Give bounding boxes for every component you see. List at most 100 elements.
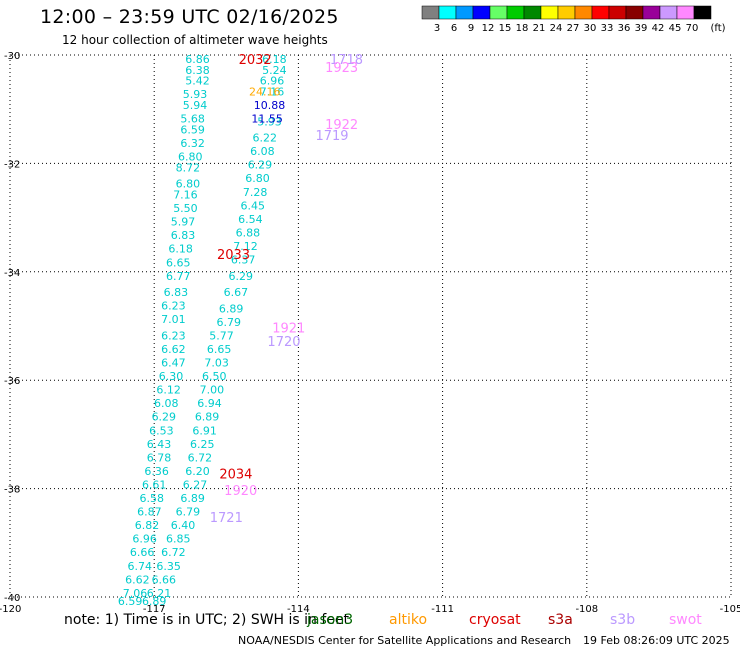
wave-height-point: 7.16 xyxy=(260,86,285,99)
wave-height-point: 6.08 xyxy=(154,397,179,410)
colorbar-swatch xyxy=(659,5,678,20)
wave-height-point: 6.94 xyxy=(197,397,222,410)
wave-height-point: 6.27 xyxy=(183,478,208,491)
wave-height-point: 7.12 xyxy=(233,240,258,253)
colorbar-swatch xyxy=(540,5,559,20)
colorbar-label: 18 xyxy=(516,23,529,34)
wave-height-point: 6.59 xyxy=(180,123,205,136)
satellite-legend-swot: swot xyxy=(669,612,702,628)
colorbar-swatch xyxy=(421,5,440,20)
colorbar-label: 36 xyxy=(618,23,631,34)
axis-ticks: -120 -117 -114 -111 -108 -105 -30 -32 -34 -36 -38 -… xyxy=(0,51,740,615)
wave-height-point: 6.78 xyxy=(147,451,172,464)
wave-height-point: 6.53 xyxy=(149,424,174,437)
wave-height-point: 6.12 xyxy=(156,384,181,397)
wave-height-point: 6.40 xyxy=(171,519,196,532)
x-tick-label: -111 xyxy=(431,604,454,615)
colorbar-label: 21 xyxy=(533,23,546,34)
wave-height-point: 6.89 xyxy=(219,302,244,315)
wave-height-point: 6.62 xyxy=(125,573,150,586)
wave-height-point: 6.72 xyxy=(188,451,213,464)
colorbar-swatch xyxy=(574,5,593,20)
wave-height-point: 5.68 xyxy=(180,113,205,126)
wave-height-point: 6.85 xyxy=(166,533,191,546)
footer-note: note: 1) Time is in UTC; 2) SWH is in fe… xyxy=(64,612,350,628)
wave-height-point: 6.96 xyxy=(132,533,157,546)
wave-height-point: 6.25 xyxy=(190,438,215,451)
wave-height-point: 6.43 xyxy=(147,438,172,451)
x-tick-label: -114 xyxy=(287,604,310,615)
colorbar-swatch xyxy=(472,5,491,20)
wave-height-point: 6.20 xyxy=(185,465,210,478)
wave-height-point: 6.18 xyxy=(262,53,287,66)
x-tick-label: -117 xyxy=(143,604,166,615)
colorbar-swatch xyxy=(557,5,576,20)
pass-time-label: 2033 xyxy=(217,248,250,263)
chart-grid xyxy=(9,54,732,598)
y-tick-label: -38 xyxy=(4,485,20,496)
colorbar-label: 39 xyxy=(635,23,648,34)
wave-height-point: 6.47 xyxy=(161,357,186,370)
wave-height-point: 6.35 xyxy=(156,560,181,573)
wave-height-point: 6.65 xyxy=(207,343,232,356)
wave-height-point: 6.82 xyxy=(135,519,160,532)
wave-height-point: 7.28 xyxy=(243,186,268,199)
wave-height-point: 6.83 xyxy=(171,229,196,242)
footer-credit: NOAA/NESDIS Center for Satellite Applica… xyxy=(238,634,572,647)
wave-height-point: 6.74 xyxy=(128,560,153,573)
colorbar-label: 24 xyxy=(550,23,563,34)
satellite-legend-cryosat: cryosat xyxy=(469,612,521,628)
colorbar-swatch xyxy=(489,5,508,20)
y-tick-label: -40 xyxy=(4,593,20,604)
satellite-legend-s3a: s3a xyxy=(548,612,573,628)
wave-height-point: 6.61 xyxy=(142,478,167,491)
wave-height-point: 6.88 xyxy=(236,226,261,239)
wave-height-point: 6.50 xyxy=(202,370,227,383)
wave-height-point: 7.16 xyxy=(173,189,198,202)
colorbar-unit: (ft) xyxy=(710,23,725,34)
colorbar-swatch xyxy=(455,5,474,20)
satellite-legend-jason3: jason3 xyxy=(307,612,354,628)
wave-height-point: 6.86 xyxy=(185,53,210,66)
pass-time-label: 1720 xyxy=(267,335,300,350)
colorbar-swatch xyxy=(591,5,610,20)
wave-height-point: 7.03 xyxy=(204,357,229,370)
satellite-legend-s3b: s3b xyxy=(610,612,636,628)
y-tick-label: -32 xyxy=(4,159,20,170)
wave-height-point: 6.45 xyxy=(240,199,265,212)
wave-height-point: 6.58 xyxy=(140,492,165,505)
wave-height-point: 6.37 xyxy=(231,254,256,267)
wave-height-point: 5.24 xyxy=(262,64,287,77)
wave-height-point: 6.29 xyxy=(152,411,177,424)
wave-height-point: 6.80 xyxy=(245,172,270,185)
pass-time-label: 2032 xyxy=(239,53,272,68)
wave-height-point: 6.29 xyxy=(228,270,253,283)
wave-height-point: 6.89 xyxy=(142,595,167,608)
colorbar-legend: 3 6 9 12 15 18 21 24 27 30 33 36 39 42 45 70 (ft) xyxy=(421,5,726,34)
wave-height-point: 6.29 xyxy=(248,159,273,172)
pass-time-label: 1719 xyxy=(315,129,348,144)
wave-height-point: 6.59 xyxy=(118,595,143,608)
wave-height-point: 7.06 xyxy=(123,587,148,600)
wave-height-point: 5.50 xyxy=(173,202,198,215)
wave-height-point: 6.36 xyxy=(144,465,169,478)
chart-subtitle: 12 hour collection of altimeter wave hei… xyxy=(62,33,328,47)
pass-time-label: 1718 xyxy=(330,53,363,68)
y-tick-label: -36 xyxy=(4,376,20,387)
colorbar-label: 27 xyxy=(567,23,580,34)
pass-time-label: 2034 xyxy=(219,468,252,483)
wave-height-point: 6.62 xyxy=(161,343,186,356)
y-tick-label: -34 xyxy=(4,268,20,279)
colorbar-label: 45 xyxy=(669,23,682,34)
colorbar-swatch xyxy=(676,5,695,20)
pass-time-label: 1920 xyxy=(224,484,257,499)
wave-height-point: 6.89 xyxy=(180,492,205,505)
wave-height-point: 6.23 xyxy=(161,300,186,313)
wave-height-point: 6.79 xyxy=(176,506,201,519)
colorbar-swatch xyxy=(523,5,542,20)
wave-height-point: 6.80 xyxy=(178,151,203,164)
wave-height-point: 6.80 xyxy=(176,178,201,191)
wave-height-point: 7.01 xyxy=(161,313,186,326)
